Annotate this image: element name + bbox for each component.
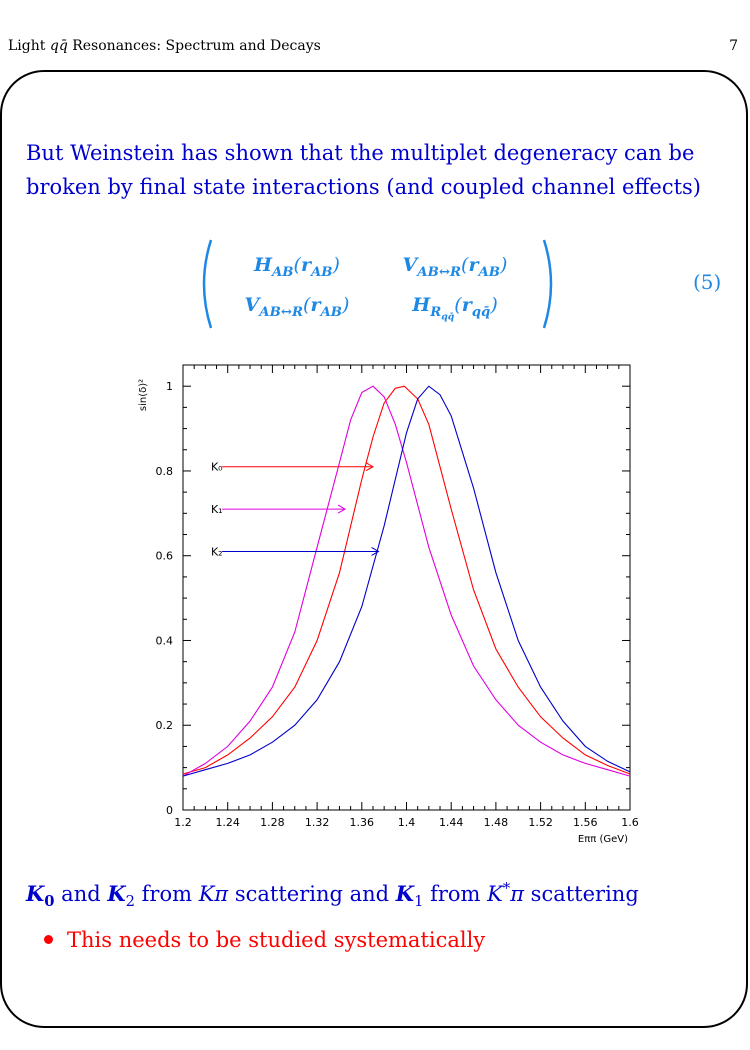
x-tick-label: 1.24 [215, 816, 240, 829]
matrix-cell-11: HAB(rAB) [254, 254, 340, 280]
bullet-item: This needs to be studied systematically [44, 928, 485, 952]
x-tick-label: 1.28 [260, 816, 285, 829]
matrix-cell-12: VAB↔R(rAB) [402, 254, 508, 280]
annotation-label: K₀ [211, 461, 223, 474]
equation-number: (5) [693, 270, 722, 294]
matrix-cell-21: VAB↔R(rAB) [244, 294, 350, 320]
x-tick-label: 1.56 [573, 816, 598, 829]
y-tick-label: 1 [166, 380, 173, 393]
right-paren [542, 239, 553, 329]
y-axis-label: sin(δ)² [138, 379, 149, 411]
header-title: Light qq̄ Resonances: Spectrum and Decay… [8, 38, 321, 54]
annotation-arrowhead [337, 504, 347, 514]
y-tick-label: 0.2 [156, 719, 174, 732]
series-line-2 [182, 385, 631, 777]
annotation-arrowhead [365, 462, 374, 472]
x-tick-label: 1.44 [439, 816, 464, 829]
x-tick-label: 1.32 [305, 816, 330, 829]
intro-text: But Weinstein has shown that the multipl… [26, 141, 701, 199]
bullet-dot [44, 935, 53, 944]
chart-annotations: K₀ K₁ K₂ [211, 461, 380, 558]
caption: K0 and K2 from Kπ scattering and K1 from… [26, 880, 639, 911]
chart-series [182, 385, 631, 777]
x-tick-label: 1.4 [398, 816, 416, 829]
bullet-text: This needs to be studied systematically [67, 928, 486, 952]
x-tick-label: 1.36 [350, 816, 375, 829]
series-line-1 [182, 385, 631, 777]
y-tick-label: 0.8 [156, 465, 174, 478]
page-header: Light qq̄ Resonances: Spectrum and Decay… [8, 38, 738, 58]
annotation-label: K₁ [211, 503, 223, 516]
slide-frame [0, 70, 748, 1028]
y-tick-label: 0.6 [156, 550, 174, 563]
x-tick-label: 1.6 [621, 816, 639, 829]
matrix-equation: HAB(rAB) VAB↔R(rAB) VAB↔R(rAB) HRqq̄(rqq… [195, 238, 565, 334]
annotation-arrowhead [371, 547, 380, 556]
y-tick-label: 0.4 [156, 634, 174, 647]
series-line-0 [182, 385, 631, 775]
y-tick-label: 0 [166, 804, 173, 817]
x-tick-label: 1.48 [484, 816, 509, 829]
page-number: 7 [729, 38, 738, 54]
chart-axes: 1.2 1.24 1.28 1.32 1.36 1.4 1.44 1.48 1.52 1.56 1.… [138, 364, 639, 845]
x-axis-label: Eππ (GeV) [578, 834, 628, 845]
left-paren [202, 239, 213, 329]
annotation-label: K₂ [211, 545, 223, 558]
x-tick-label: 1.2 [174, 816, 192, 829]
matrix-cell-22: HRqq̄(rqq̄) [412, 294, 498, 323]
resonance-chart: 1.2 1.24 1.28 1.32 1.36 1.4 1.44 1.48 1.52 1.56 1.… [138, 364, 639, 845]
x-tick-label: 1.52 [528, 816, 553, 829]
